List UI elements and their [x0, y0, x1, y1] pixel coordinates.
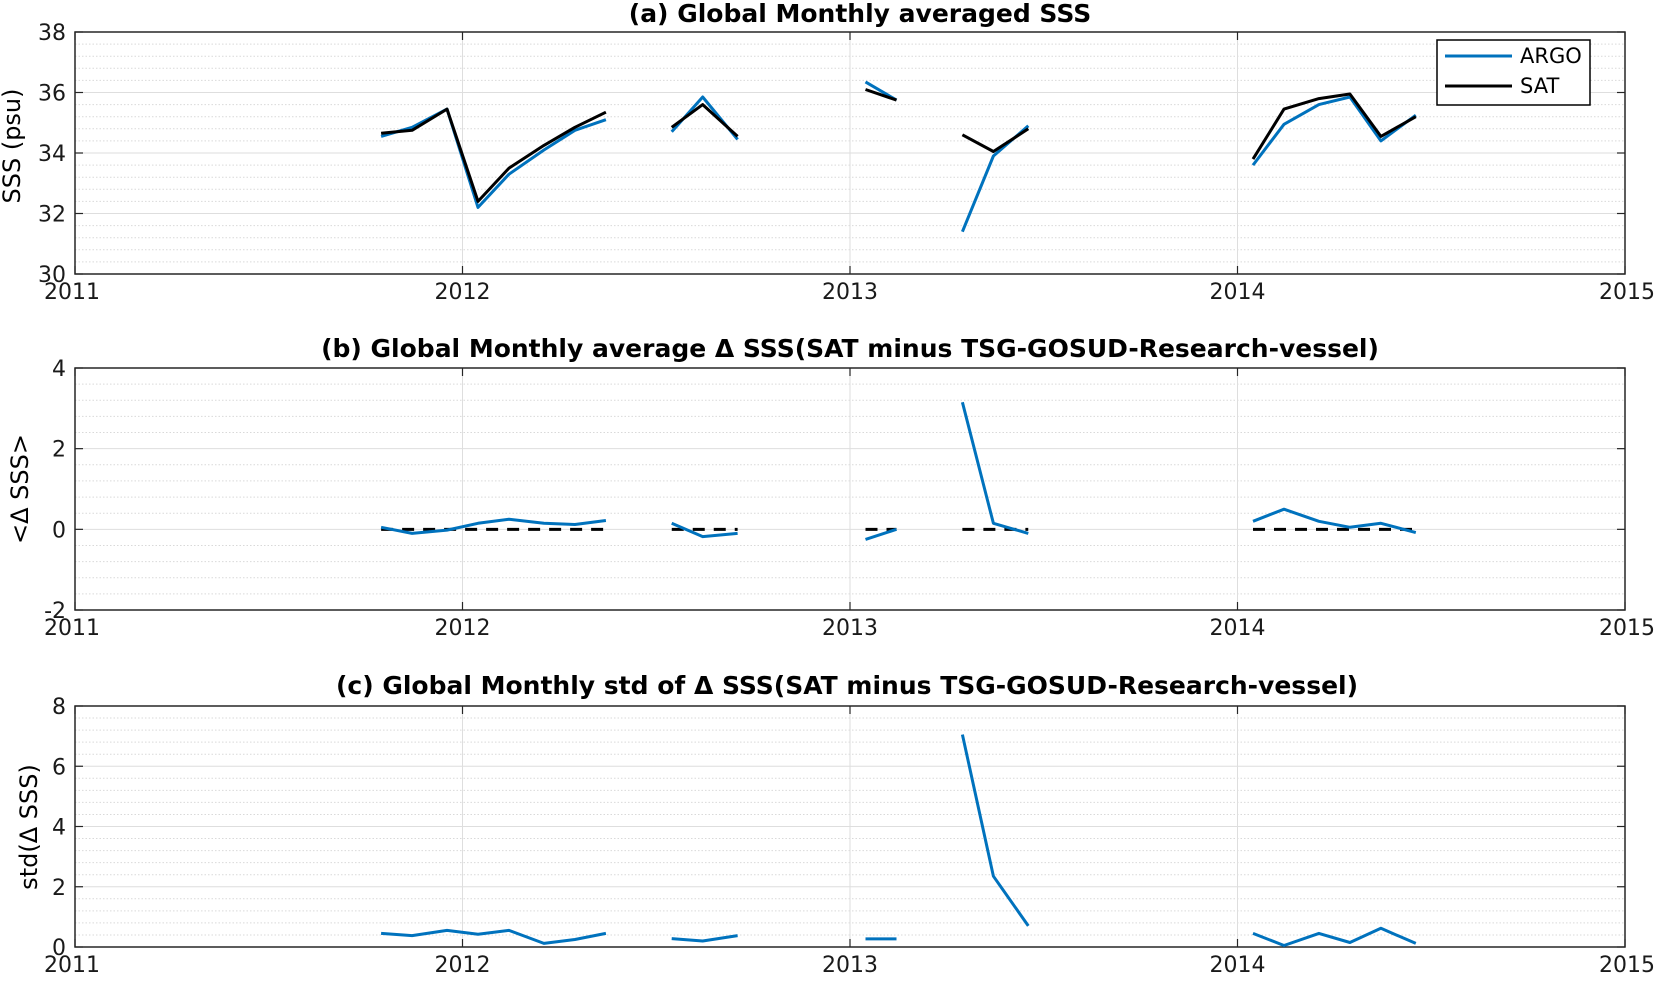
series-line-series-0	[1252, 926, 1417, 947]
panel-b-ylabel: <Δ SSS>	[6, 434, 34, 544]
series-line-sat	[865, 88, 897, 102]
y-tick-label: 4	[52, 816, 66, 841]
y-tick-label: 36	[38, 82, 66, 107]
y-tick-label: 0	[52, 518, 66, 543]
y-tick-label: 38	[38, 21, 66, 46]
series-line-series-0	[865, 527, 897, 541]
panel-a-legend: ARGO SAT	[1436, 39, 1591, 106]
y-tick-label: 0	[52, 936, 66, 961]
series-line-argo	[670, 95, 739, 141]
series-line-series-0	[1252, 507, 1417, 535]
legend-label-argo: ARGO	[1520, 44, 1582, 68]
x-tick-label: 2011	[44, 953, 100, 978]
x-tick-label: 2012	[435, 616, 491, 641]
x-tick-label: 2013	[822, 280, 878, 305]
panel-c: (c) Global Monthly std of Δ SSS(SAT minu…	[15, 671, 1655, 978]
x-tick-label: 2013	[822, 616, 878, 641]
panel-b-plot: -2 0 2 4 2011 2012 2013 2014 2015	[44, 357, 1655, 641]
x-tick-label: 2015	[1599, 616, 1655, 641]
x-tick-label: 2012	[435, 280, 491, 305]
legend-box	[1436, 39, 1591, 106]
x-tick-label: 2011	[44, 616, 100, 641]
x-tick-label: 2014	[1210, 616, 1266, 641]
x-tick-label: 2011	[44, 280, 100, 305]
y-tick-label: 30	[38, 263, 66, 288]
panel-a-title: (a) Global Monthly averaged SSS	[629, 0, 1091, 28]
panel-a-plot: 30 32 34 36 38 2011 2012 2013 2014 2015	[38, 21, 1655, 305]
y-tick-label: 6	[52, 755, 66, 780]
series-line-series-0	[671, 934, 738, 943]
series-line-series-0	[960, 734, 1030, 927]
x-tick-label: 2012	[435, 953, 491, 978]
x-tick-label: 2015	[1599, 280, 1655, 305]
panel-a: (a) Global Monthly averaged SSS SSS (psu…	[0, 0, 1655, 305]
panel-c-ylabel: std(Δ SSS)	[15, 764, 43, 890]
series-line-series-0	[671, 521, 738, 539]
x-tick-label: 2014	[1210, 953, 1266, 978]
series-line-series-0	[960, 401, 1029, 535]
panel-b-title: (b) Global Monthly average Δ SSS(SAT min…	[321, 334, 1379, 363]
panel-c-title: (c) Global Monthly std of Δ SSS(SAT minu…	[336, 671, 1358, 700]
series-line-series-0	[380, 517, 607, 535]
series-line-sat	[961, 127, 1030, 153]
y-tick-label: 8	[52, 695, 66, 720]
series-line-sat	[380, 107, 607, 203]
series-line-series-0	[380, 928, 607, 945]
y-tick-label: 2	[52, 438, 66, 463]
y-tick-label: 34	[38, 142, 66, 167]
legend-label-sat: SAT	[1520, 74, 1559, 98]
x-tick-label: 2015	[1599, 953, 1655, 978]
x-tick-label: 2013	[822, 953, 878, 978]
y-tick-label: -2	[44, 599, 66, 624]
series-line-argo	[380, 107, 607, 209]
x-tick-label: 2014	[1210, 280, 1266, 305]
y-tick-label: 4	[52, 357, 66, 382]
series-line-sat	[1251, 92, 1417, 160]
y-tick-label: 32	[38, 203, 66, 228]
panel-a-ylabel: SSS (psu)	[0, 88, 26, 203]
series-line-sat	[670, 103, 739, 138]
panel-b: (b) Global Monthly average Δ SSS(SAT min…	[6, 334, 1655, 641]
y-tick-label: 2	[52, 876, 66, 901]
series-line-argo	[1251, 95, 1417, 167]
panel-c-plot: 0 2 4 6 8 2011 2012 2013 2014 2015	[44, 695, 1655, 978]
